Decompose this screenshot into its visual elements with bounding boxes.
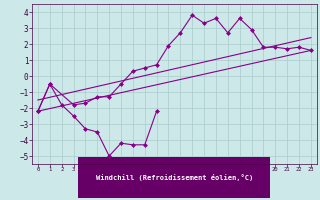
X-axis label: Windchill (Refroidissement éolien,°C): Windchill (Refroidissement éolien,°C) bbox=[96, 174, 253, 181]
